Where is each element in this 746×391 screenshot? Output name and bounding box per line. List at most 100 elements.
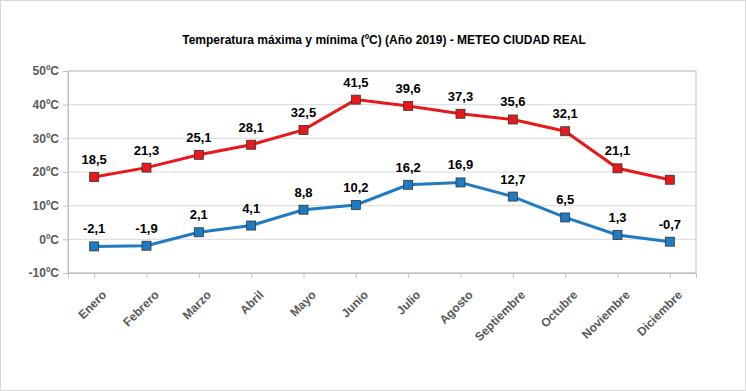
data-label: 21,3 [134,143,159,158]
x-tick: Enero [75,273,109,322]
marker [194,150,203,159]
grid-line [68,239,696,240]
y-tick-label: 20ºC [33,165,60,179]
plot: -10ºC0ºC10ºC20ºC30ºC40ºC50ºCEneroFebrero… [29,64,697,344]
x-tick-mark [618,273,619,278]
marks [90,95,675,251]
x-tick: Diciembre [634,273,685,339]
marker [142,163,151,172]
data-label: 1,3 [608,210,626,225]
x-tick-mark [304,273,305,278]
marker [351,200,360,209]
x-tick: Junio [339,273,372,320]
marker [456,178,465,187]
data-label: 25,1 [186,130,211,145]
marker [508,115,517,124]
y-tick-mark [63,206,68,207]
y-tick-label: -10ºC [29,266,60,280]
x-tick: Marzo [180,273,214,322]
data-label: 32,1 [553,106,578,121]
marker [351,95,360,104]
y-tick: 10ºC [33,199,68,213]
x-tick: Febrero [120,273,161,329]
y-tick-mark [63,172,68,173]
y-tick-label: 30ºC [33,132,60,146]
marker [247,140,256,149]
data-label: -1,9 [135,221,157,236]
marker [90,242,99,251]
marker [508,192,517,201]
x-tick-mark [94,273,95,278]
grid [68,71,696,273]
y-tick-mark [63,138,68,139]
x-tick-mark [670,273,671,278]
data-label: 12,7 [500,172,525,187]
x-tick-label: Septiembre [472,288,528,344]
x-tick-mark [565,273,566,278]
x-tick-label: Julio [394,288,424,318]
x-tick-label: Mayo [287,288,319,320]
y-tick-label: 0ºC [39,233,59,247]
data-label: 18,5 [82,152,107,167]
data-label: -2,1 [83,221,105,236]
y-tick: 30ºC [33,132,68,146]
marker [456,109,465,118]
x-tick: Abril [237,273,266,317]
x-tick-label: Noviembre [579,288,633,342]
data-label: 16,9 [448,157,473,172]
data-label: 41,5 [343,75,368,90]
x-tick-mark [461,273,462,278]
x-tick-label: Octubre [538,288,581,331]
marker [561,213,570,222]
x-axis-line [69,274,697,279]
data-label: 35,6 [500,94,525,109]
marker [404,102,413,111]
y-tick-mark [63,71,68,72]
data-label: 28,1 [239,120,264,135]
y-tick: 40ºC [33,98,68,112]
y-tick-mark [63,239,68,240]
y-tick-mark [63,273,68,274]
y-tick: 20ºC [33,165,68,179]
x-tick: Julio [394,273,424,318]
data-label: 10,2 [343,180,368,195]
y-tick-label: 10ºC [33,199,60,213]
x-tick: Septiembre [472,273,528,344]
data-label: 21,1 [605,143,630,158]
y-axis: -10ºC0ºC10ºC20ºC30ºC40ºC50ºC [29,64,69,280]
data-label: 6,5 [556,192,574,207]
series-line [94,182,670,246]
y-axis-line [63,72,69,274]
y-tick: 0ºC [39,233,68,247]
x-tick-label: Marzo [180,288,214,322]
x-tick: Mayo [287,273,319,319]
marker [194,228,203,237]
marker [90,173,99,182]
title: Temperatura máxima y mínima (ºC) (Año 20… [182,33,586,47]
background [1,1,746,391]
x-tick-label: Diciembre [634,288,685,339]
grid-line [68,205,696,206]
x-axis: Enero Febrero Marzo Abril Mayo Junio Julio Agos… [69,273,697,344]
marker [613,230,622,239]
x-tick-mark [199,273,200,278]
data-label: 4,1 [242,201,260,216]
x-tick-label: Abril [237,288,266,317]
marker [247,221,256,230]
plot-frame [68,71,696,273]
x-tick: Agosto [437,273,476,327]
x-tick-mark [356,273,357,278]
data-label: -0,7 [659,217,681,232]
marker [665,175,674,184]
x-tick-label: Junio [339,288,372,321]
marker [613,164,622,173]
marker [665,237,674,246]
marker [299,205,308,214]
y-tick: -10ºC [29,266,68,280]
chart: Temperatura máxima y mínima (ºC) (Año 20… [0,0,746,391]
marker [561,127,570,136]
data-label: 37,3 [448,89,473,104]
x-tick-label: Agosto [437,288,476,327]
data-label: 2,1 [190,207,208,222]
y-tick-mark [63,105,68,106]
